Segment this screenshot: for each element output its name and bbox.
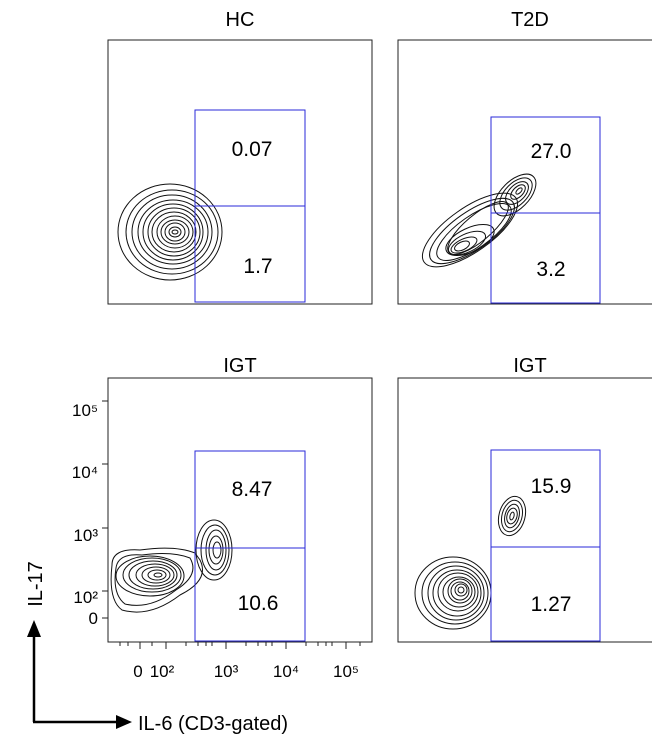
y-tick-labels: 10⁵ 10⁴ 10³ 10² 0 — [72, 401, 99, 628]
gate-value-lower: 1.27 — [531, 593, 572, 616]
gate-upper — [490, 449, 601, 548]
gate-lower — [194, 547, 306, 642]
gate-lower — [490, 212, 601, 304]
plot-frame — [107, 377, 373, 643]
panel-title: T2D — [511, 9, 549, 31]
gate-value-lower: 1.7 — [243, 255, 272, 278]
y-tick-label: 10² — [73, 588, 98, 607]
plot-frame — [397, 39, 652, 305]
panel-t2d: T2D 27.0 3.2 — [397, 9, 652, 305]
gate-value-upper: 8.47 — [232, 478, 273, 501]
x-tick-label: 10⁵ — [333, 662, 359, 681]
gate-lower — [194, 205, 306, 303]
x-tick-label: 0 — [133, 662, 142, 681]
panel-igt-2: IGT 15.9 1.27 — [397, 355, 652, 643]
gate-value-lower: 10.6 — [238, 592, 279, 615]
x-tick-label: 10⁴ — [273, 662, 299, 681]
panel-igt-1: IGT 8.47 10.6 — [72, 355, 373, 681]
panel-title: IGT — [223, 355, 256, 377]
y-axis-label: IL-17 — [25, 561, 47, 607]
y-axis — [102, 400, 108, 619]
gate-lower — [490, 546, 601, 642]
gate-value-upper: 0.07 — [232, 138, 273, 161]
x-axis-label: IL-6 (CD3-gated) — [138, 713, 288, 735]
x-tick-label: 10² — [150, 662, 175, 681]
panel-hc: HC 0.07 1.7 — [107, 9, 373, 305]
y-tick-label: 10⁵ — [72, 401, 98, 420]
plot-frame — [397, 377, 652, 643]
x-arrow-head — [116, 715, 132, 729]
plot-frame — [107, 39, 373, 305]
y-arrow-head — [27, 620, 41, 637]
y-tick-label: 10³ — [73, 526, 98, 545]
contour-plot — [110, 519, 233, 613]
x-tick-label: 10³ — [214, 662, 239, 681]
axis-arrows: IL-17 IL-6 (CD3-gated) — [25, 561, 288, 735]
gate-value-upper: 15.9 — [531, 475, 572, 498]
gate-value-lower: 3.2 — [536, 258, 565, 281]
panel-title: HC — [226, 9, 255, 31]
contour-plot — [117, 183, 223, 281]
y-tick-label: 10⁴ — [72, 463, 98, 482]
contour-plot — [414, 495, 527, 630]
contour-plot — [421, 173, 537, 268]
gate-value-upper: 27.0 — [531, 140, 572, 163]
x-tick-labels: 0 10² 10³ 10⁴ 10⁵ — [133, 662, 359, 681]
y-tick-label: 0 — [89, 609, 98, 628]
panel-title: IGT — [513, 355, 546, 377]
x-axis — [119, 642, 361, 649]
